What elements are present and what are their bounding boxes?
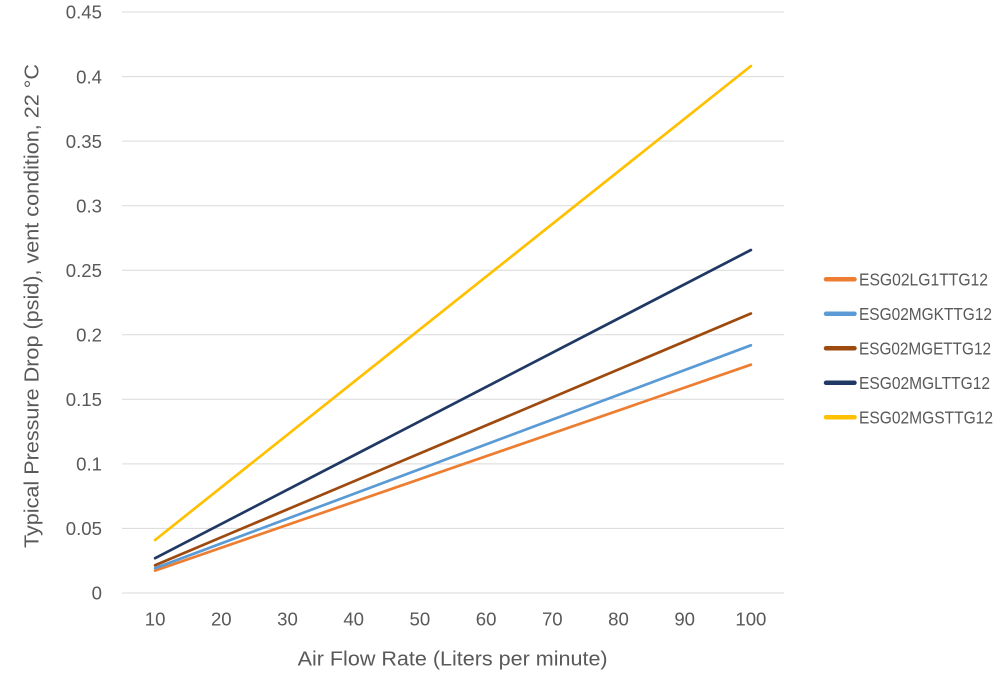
svg-text:ESG02MGSTTG12: ESG02MGSTTG12 <box>859 408 993 428</box>
svg-text:0: 0 <box>92 583 102 604</box>
svg-text:ESG02MGLTTG12: ESG02MGLTTG12 <box>859 373 990 393</box>
svg-text:0.2: 0.2 <box>76 325 102 346</box>
svg-text:100: 100 <box>735 609 766 630</box>
svg-text:30: 30 <box>277 609 298 630</box>
svg-text:0.05: 0.05 <box>66 518 102 539</box>
svg-text:0.25: 0.25 <box>66 260 102 281</box>
svg-text:20: 20 <box>211 609 232 630</box>
svg-text:0.3: 0.3 <box>76 195 102 216</box>
svg-text:50: 50 <box>410 609 431 630</box>
svg-text:ESG02LG1TTG12: ESG02LG1TTG12 <box>859 270 988 290</box>
svg-text:70: 70 <box>542 609 563 630</box>
svg-text:Air Flow Rate (Liters per minu: Air Flow Rate (Liters per minute) <box>298 648 608 671</box>
svg-text:Typical Pressure Drop (psid),: Typical Pressure Drop (psid), vent condi… <box>21 64 44 548</box>
svg-text:40: 40 <box>343 609 364 630</box>
svg-text:90: 90 <box>674 609 695 630</box>
svg-text:0.45: 0.45 <box>66 2 102 23</box>
svg-text:60: 60 <box>476 609 497 630</box>
svg-text:0.1: 0.1 <box>76 454 102 475</box>
svg-text:10: 10 <box>145 609 166 630</box>
svg-text:ESG02MGKTTG12: ESG02MGKTTG12 <box>859 304 992 324</box>
svg-text:80: 80 <box>608 609 629 630</box>
svg-text:ESG02MGETTG12: ESG02MGETTG12 <box>859 339 991 359</box>
svg-text:0.15: 0.15 <box>66 389 102 410</box>
svg-text:0.4: 0.4 <box>76 66 102 87</box>
svg-text:0.35: 0.35 <box>66 131 102 152</box>
